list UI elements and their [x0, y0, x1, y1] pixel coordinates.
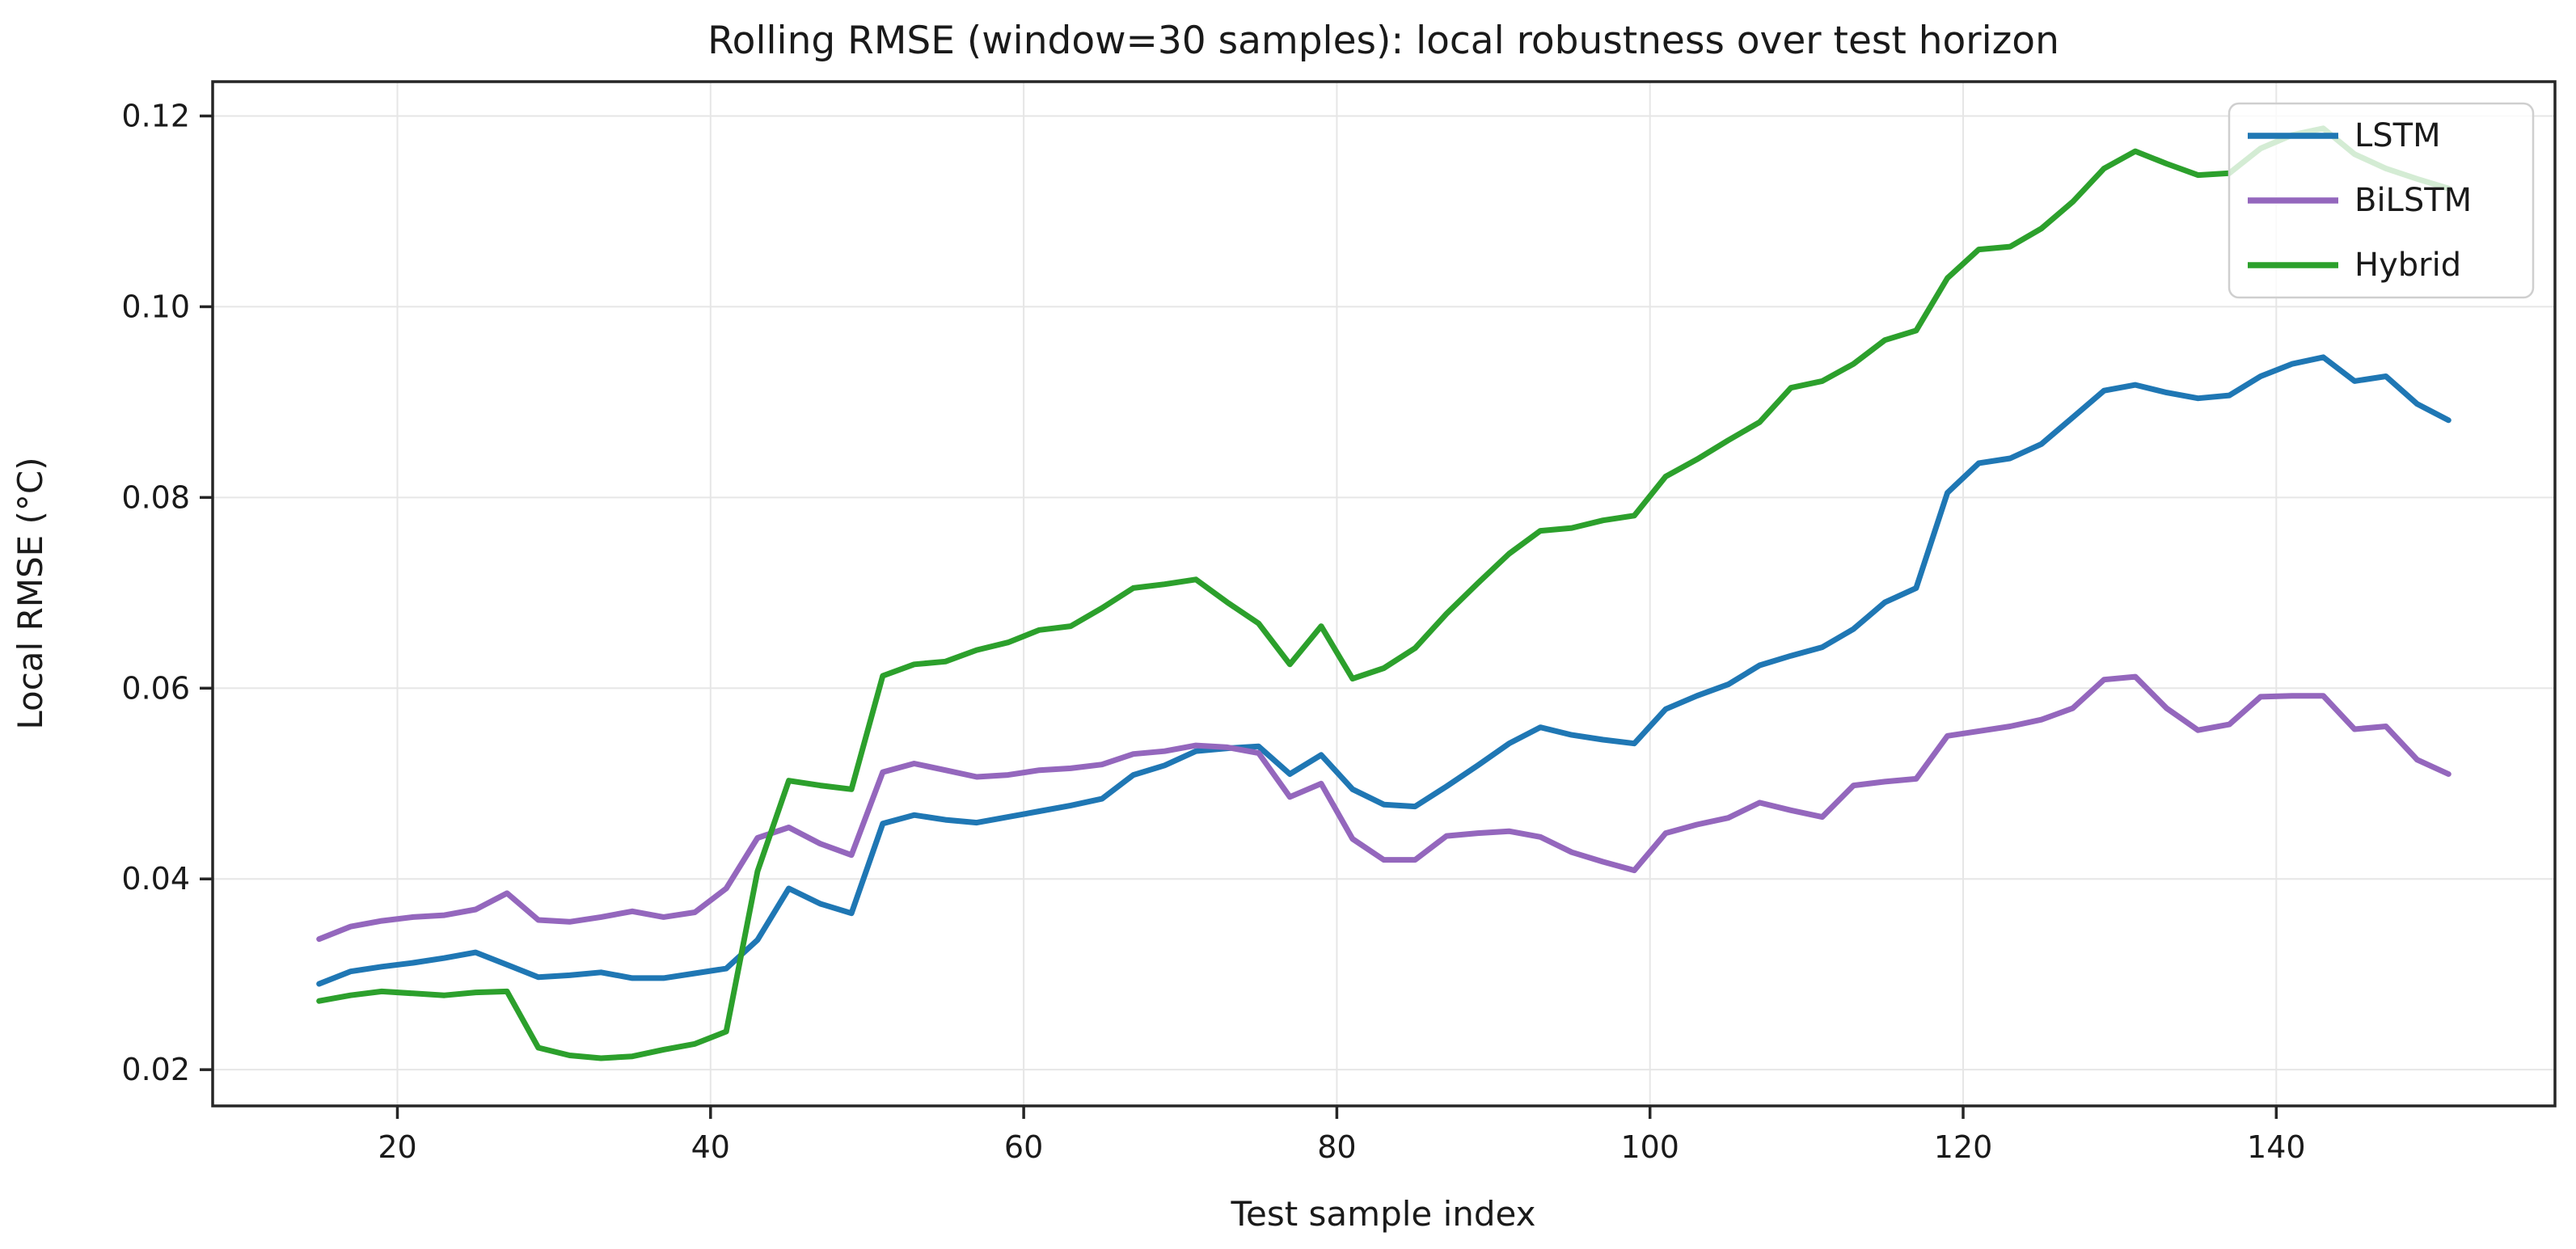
x-tick-label-60: 60	[1004, 1129, 1043, 1165]
legend: LSTM BiLSTM Hybrid	[2228, 102, 2535, 299]
y-tick-label-0.10: 0.10	[121, 289, 190, 324]
y-tick-label-0.04: 0.04	[121, 861, 190, 897]
x-tick-label-20: 20	[378, 1129, 416, 1165]
x-tick-label-80: 80	[1317, 1129, 1356, 1165]
series-line-bilstm	[316, 673, 2451, 943]
x-tick-label-40: 40	[691, 1129, 730, 1165]
legend-label-lstm: LSTM	[2354, 117, 2441, 154]
legend-label-hybrid: Hybrid	[2354, 247, 2461, 284]
legend-box	[2228, 102, 2535, 299]
series-line-hybrid	[316, 125, 2451, 1061]
x-tick-label-100: 100	[1620, 1129, 1679, 1165]
grid-layer	[213, 82, 2555, 1106]
y-tick-label-0.02: 0.02	[121, 1052, 190, 1087]
y-tick-label-0.06: 0.06	[121, 670, 190, 706]
legend-label-bilstm: BiLSTM	[2354, 182, 2472, 219]
y-tick-label-0.08: 0.08	[121, 479, 190, 515]
y-tick-label-0.12: 0.12	[121, 98, 190, 133]
plot-border	[211, 80, 2557, 1108]
x-tick-label-140: 140	[2247, 1129, 2306, 1165]
y-axis-label: Local RMSE (°C)	[11, 457, 50, 729]
x-axis-label: Test sample index	[1230, 1194, 1535, 1234]
series-line-lstm	[316, 354, 2451, 987]
tick-layer: 20 40 60 80 100 120 140 0.02 0.04 0.06 0.08 0.10 0.1…	[121, 98, 2305, 1165]
x-tick-label-120: 120	[1934, 1129, 1993, 1165]
series-layer	[316, 125, 2451, 1061]
chart-title: Rolling RMSE (window=30 samples): local …	[707, 19, 2059, 63]
